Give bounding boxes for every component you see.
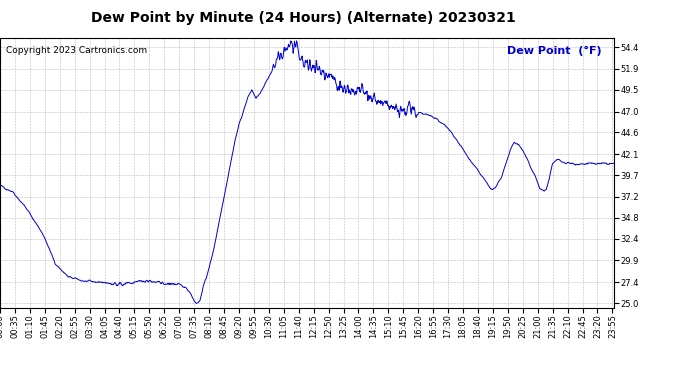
Text: Copyright 2023 Cartronics.com: Copyright 2023 Cartronics.com (6, 46, 147, 55)
Text: Dew Point  (°F): Dew Point (°F) (507, 46, 602, 56)
Text: Dew Point by Minute (24 Hours) (Alternate) 20230321: Dew Point by Minute (24 Hours) (Alternat… (91, 11, 516, 25)
